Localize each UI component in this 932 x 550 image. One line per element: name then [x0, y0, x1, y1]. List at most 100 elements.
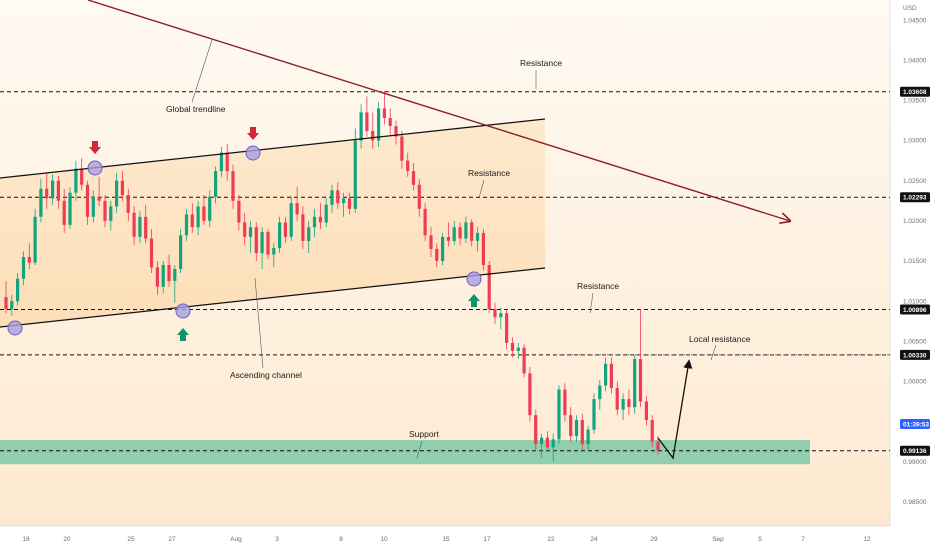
- time-tick-label: Sep: [712, 536, 724, 543]
- candle-body: [4, 297, 8, 310]
- candle: [627, 389, 631, 416]
- candle-body: [638, 359, 643, 402]
- price-tag-label: 1.02293: [903, 195, 927, 202]
- time-tick-label: 24: [590, 536, 598, 543]
- candle-body: [39, 188, 43, 217]
- candle: [598, 379, 602, 410]
- candle: [202, 195, 206, 225]
- candle: [441, 232, 445, 265]
- candle: [475, 227, 480, 252]
- candle-body: [103, 200, 107, 221]
- resistance-label-1: Resistance: [520, 58, 562, 68]
- candle-body: [85, 184, 90, 217]
- candle: [563, 383, 567, 422]
- time-tick-label: 5: [758, 536, 762, 543]
- candle-body: [56, 180, 60, 201]
- price-axis-background: [890, 0, 932, 550]
- candle-body: [342, 198, 346, 204]
- candle-body: [266, 232, 270, 255]
- candle-body: [510, 342, 515, 351]
- price-tick-label: 0.98500: [903, 499, 927, 506]
- candle: [621, 393, 625, 420]
- candle-body: [394, 126, 398, 137]
- price-tick-label: 1.03500: [903, 98, 927, 105]
- candle-body: [97, 196, 101, 201]
- candle: [248, 220, 253, 253]
- candle: [569, 407, 573, 442]
- candle-body: [68, 192, 72, 225]
- candle-body: [214, 171, 218, 197]
- price-tag-label: 0.99136: [903, 448, 927, 455]
- candle-body: [417, 184, 421, 209]
- candle: [243, 212, 247, 245]
- candle: [219, 147, 223, 177]
- price-tick-label: 1.01500: [903, 258, 927, 265]
- support-pointer: [416, 440, 423, 459]
- candle-body: [435, 248, 439, 261]
- candle: [155, 261, 159, 295]
- touch-circle: [87, 160, 103, 176]
- candle-body: [458, 227, 462, 239]
- candle: [161, 261, 165, 294]
- candle: [45, 172, 49, 209]
- candle: [446, 222, 450, 247]
- resistance-label-3: Resistance: [577, 281, 619, 291]
- candle: [80, 158, 84, 191]
- candle-body: [580, 420, 584, 445]
- candle: [330, 184, 334, 213]
- candle-body: [120, 180, 124, 196]
- candle: [56, 175, 60, 209]
- candle-body: [615, 387, 619, 410]
- candle: [656, 436, 660, 456]
- candle: [353, 128, 357, 213]
- candle-body: [184, 214, 189, 236]
- candle: [144, 204, 148, 244]
- candle-body: [464, 222, 468, 239]
- candle: [505, 309, 509, 350]
- candle-body: [231, 171, 235, 201]
- candle: [586, 425, 590, 450]
- local-resistance-label: Local resistance: [689, 334, 751, 344]
- time-tick-label: 20: [63, 536, 71, 543]
- touch-circle: [245, 145, 261, 161]
- candle: [580, 413, 584, 450]
- candle-body: [475, 232, 480, 241]
- candle-body: [301, 214, 305, 241]
- price-tags: 1.03608 1.02293 1.00896 1.00330 0.99136: [900, 86, 930, 456]
- time-tick-label: 18: [22, 536, 30, 543]
- candle-body: [545, 437, 549, 448]
- candle-body: [173, 269, 177, 281]
- candle-body: [411, 171, 416, 185]
- time-tick-label: 25: [127, 536, 135, 543]
- candle-body: [138, 216, 142, 237]
- candle-body: [132, 212, 136, 237]
- candle-body: [190, 214, 194, 228]
- candle: [138, 211, 142, 244]
- candle-body: [243, 222, 247, 237]
- candle-body: [330, 190, 334, 205]
- touch-circle: [7, 320, 23, 336]
- candle-body: [312, 216, 317, 228]
- candle-body: [487, 265, 491, 310]
- candlestick-series: [4, 90, 660, 462]
- candle-body: [21, 257, 26, 279]
- candle-body: [16, 278, 20, 302]
- candle: [487, 261, 491, 314]
- candle-body: [91, 196, 95, 217]
- candle: [33, 208, 37, 265]
- candle: [423, 203, 427, 241]
- price-tick-label: 1.04500: [903, 17, 927, 24]
- candle: [132, 206, 136, 245]
- candle-body: [400, 136, 404, 161]
- price-tag-background: [900, 86, 930, 97]
- candle: [16, 273, 20, 306]
- price-tag-label: 1.00330: [903, 352, 927, 359]
- candle: [551, 433, 555, 462]
- time-tick-label: 17: [483, 536, 491, 543]
- candle: [388, 108, 392, 137]
- candle: [528, 367, 532, 422]
- candle-body: [254, 227, 258, 253]
- candle-body: [62, 200, 66, 225]
- candle: [115, 172, 119, 213]
- candle: [237, 195, 241, 231]
